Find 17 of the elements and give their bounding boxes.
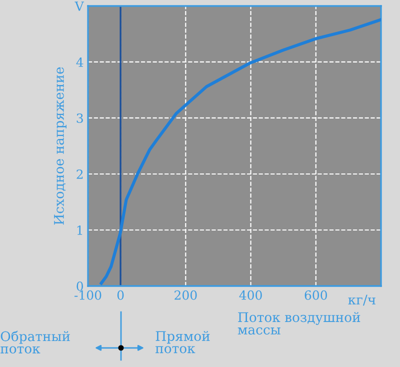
y-tick-label: 3 xyxy=(76,113,83,123)
y-tick-label: 0 xyxy=(76,281,84,291)
y-tick-label: V xyxy=(74,2,84,11)
text: кг/ч xyxy=(348,294,376,306)
x-tick-label: 600 xyxy=(304,290,327,300)
text: Обратный поток xyxy=(0,330,70,354)
x-tick-label: 400 xyxy=(239,290,262,300)
line-series xyxy=(100,18,381,285)
x-tick-label: 200 xyxy=(174,290,197,300)
y-tick-label: 1 xyxy=(77,225,82,235)
y-tick-label: 4 xyxy=(76,57,84,67)
y-axis-title: Исходное напряжение xyxy=(54,67,66,225)
text: Прямой поток xyxy=(156,330,210,354)
x-tick-label: 0 xyxy=(117,290,124,300)
x-axis-title: Поток воздушной массы xyxy=(238,312,360,335)
x-tick-label: -100 xyxy=(74,290,102,300)
y-tick-label: 2 xyxy=(76,169,83,179)
